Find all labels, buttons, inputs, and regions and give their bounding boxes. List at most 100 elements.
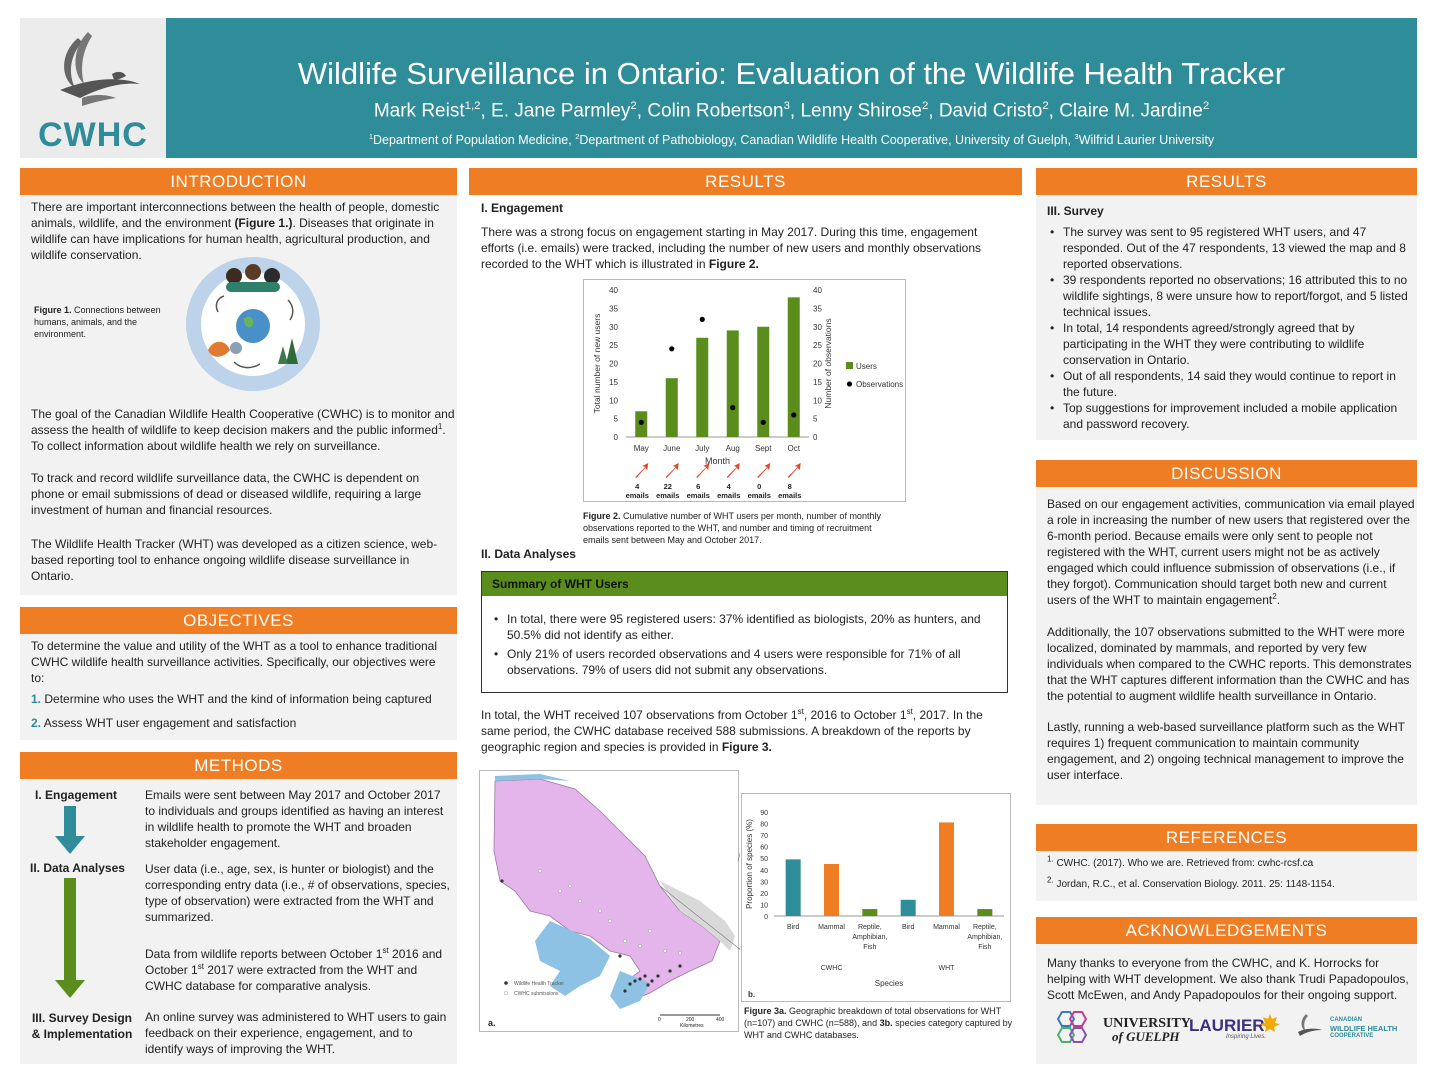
cwhc-small-logo-icon [1298,1014,1322,1036]
y2-tick-label: 10 [813,396,822,405]
method-text-survey: An online survey was administered to WHT… [145,1010,447,1056]
fig3-label-a: Figure 3a. [744,1006,787,1016]
y-tick-label: 35 [609,304,618,313]
figure-1-caption: Figure 1. Connections between humans, an… [34,304,166,340]
objective-item-2: 2. Assess WHT user engagement and satisf… [31,715,451,731]
y-tick-label: 30 [609,323,618,332]
maple-leaf-icon [1260,1014,1280,1032]
email-count-label: 22 [664,482,672,491]
email-count-label: 8 [788,482,792,491]
map-panel-label: a. [488,1018,496,1028]
objective-text-2: Assess WHT user engagement and satisfact… [41,716,297,730]
email-word-label: emails [748,491,771,500]
x-tick-label: Mammal [933,924,960,931]
x-tick-label: Mammal [818,924,845,931]
tree-icon [286,338,298,364]
observation-point [730,405,736,411]
intro-paragraph-2: The goal of the Canadian Wildlife Health… [31,406,456,454]
email-arrow-icon [757,463,771,478]
reference-text-1: CWHC. (2017). Who we are. Retrieved from… [1053,858,1314,869]
y2-axis-title: Number of observations [823,318,833,408]
objective-text-1: Determine who uses the WHT and the kind … [41,692,432,706]
x-tick-label: Bird [902,924,915,931]
map-legend-cwhc: CWHC submissions [514,991,559,997]
email-count-label: 0 [757,482,761,491]
figure-2-caption: Figure 2. Cumulative number of WHT users… [583,510,898,546]
survey-item: Top suggestions for improvement included… [1048,400,1408,432]
reference-text-2: Jordan, R.C., et al. Conservation Biolog… [1053,879,1335,890]
survey-item: The survey was sent to 95 registered WHT… [1048,224,1408,272]
legend-users-label: Users [856,362,877,371]
users-bar [726,330,739,437]
ovc-logo-icon [1056,1011,1088,1043]
y-tick-label: 10 [760,902,768,909]
email-count-label: 4 [727,482,732,491]
total-text-c: , 2017. In the same period, the CWHC dat… [481,708,983,754]
email-count-label: 6 [696,482,700,491]
observation-point [760,419,766,425]
y-axis-title: Total number of new users [592,314,602,414]
email-arrow-icon [665,463,679,478]
discussion-paragraph-3: Lastly, running a web-based surveillance… [1047,720,1405,782]
survey-list: The survey was sent to 95 registered WHT… [1048,224,1408,432]
observation-point [791,412,797,418]
y-tick-label: 70 [760,833,768,840]
arrow-down-green-icon [55,878,85,998]
method-comp-c: 2017 were extracted from the WHT and CWH… [145,963,418,993]
y-tick-label: 5 [614,415,619,424]
species-chart-svg: 0 10 20 30 40 50 60 70 80 90 Bird Mammal Reptile, Amp… [745,810,1004,999]
x-tick-label: July [695,444,709,453]
x-axis-title: Species [875,979,903,988]
fig1-caption-text: Connections between humans, animals, and… [34,305,161,339]
great-lakes [535,921,610,996]
map-scale-unit: Kilometres [680,1023,704,1029]
discussion-panel [1036,487,1417,805]
discussion-paragraph-1: Based on our engagement activities, comm… [1047,496,1417,608]
y-tick-label: 60 [760,845,768,852]
y-tick-label: 25 [609,341,618,350]
method-comp-sup2: st [197,962,204,971]
y-axis-title: Proportion of species (%) [745,819,754,909]
discussion-p1-text: Based on our engagement activities, comm… [1047,497,1415,607]
y-tick-label: 20 [609,360,618,369]
engagement-paragraph: There was a strong focus on engagement s… [481,224,1011,272]
engagement-text-a: There was a strong focus on engagement s… [481,225,982,271]
guelph-logo-line2: of GUELPH [1112,1029,1180,1044]
species-bar [862,909,878,916]
laurier-logo: LAURIER [1189,1016,1265,1035]
y-tick-label: 50 [760,856,768,863]
email-arrow-icon [635,463,649,478]
objective-item-1: 1. Determine who uses the WHT and the ki… [31,691,451,707]
y2-tick-label: 40 [813,286,822,295]
intro-p2-text-a: The goal of the Canadian Wildlife Health… [31,407,455,437]
total-observations-paragraph: In total, the WHT received 107 observati… [481,707,1011,755]
y-tick-label: 0 [614,433,619,442]
observation-point [669,346,675,352]
y2-tick-label: 25 [813,341,822,350]
x-tick-label: June [663,444,681,453]
methods-heading: METHODS [20,752,457,779]
users-bar [757,326,770,437]
y-tick-label: 90 [760,810,768,817]
figure-3-caption: Figure 3a. Geographic breakdown of total… [744,1005,1014,1041]
fig3-label-b: 3b. [879,1018,893,1028]
intro-paragraph-4: The Wildlife Health Tracker (WHT) was de… [31,537,438,583]
map-legend-wht: Wildlife Health Tracker [514,981,565,987]
fig3-caption-a: Geographic breakdown of total observatio… [744,1006,1001,1028]
email-count-label: 4 [635,482,640,491]
objective-num-1: 1. [31,692,42,706]
total-text-a: In total, the WHT received 107 observati… [481,708,798,722]
y2-tick-label: 30 [813,323,822,332]
email-arrow-icon [726,463,740,478]
cwhc-small-logo-line2: WILDLIFE HEALTH [1330,1024,1398,1033]
y-tick-label: 40 [760,868,768,875]
method-comp-a: Data from wildlife reports between Octob… [145,947,383,961]
species-bar [939,822,954,916]
total-sup2: st [906,707,913,716]
method-text-comparative: Data from wildlife reports between Octob… [145,946,452,994]
x-tick-label: Reptile, [973,924,997,931]
bird-logo-icon [60,32,140,106]
intro-p2-text-b: . To collect information about wildlife … [31,423,446,453]
y2-tick-label: 0 [813,433,818,442]
email-word-label: emails [656,491,679,500]
